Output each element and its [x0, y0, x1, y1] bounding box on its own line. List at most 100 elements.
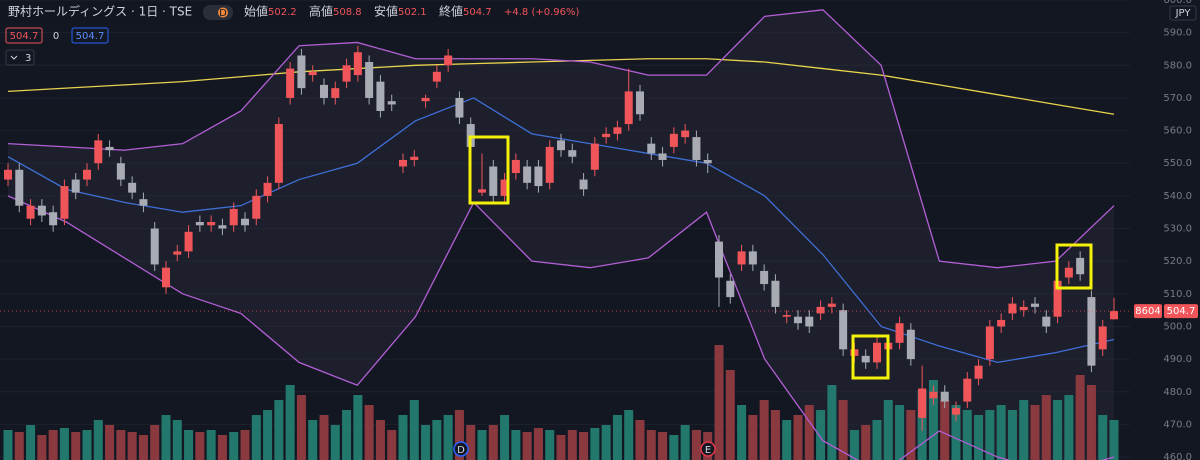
- candle-body: [500, 179, 509, 196]
- candle-body: [128, 182, 137, 193]
- ohlc-label: 終値: [439, 4, 463, 19]
- candle-body: [455, 97, 464, 118]
- volume-bar: [37, 435, 47, 460]
- volume-bar: [1109, 420, 1119, 460]
- volume-bar: [105, 425, 115, 460]
- volume-bar: [71, 432, 81, 460]
- volume-bar: [624, 410, 634, 460]
- candle-body: [342, 65, 351, 82]
- indicator-line: [7, 58, 1115, 115]
- volume-bar: [782, 420, 792, 460]
- candle-body: [873, 342, 881, 363]
- symbol-label: 8604: [1135, 306, 1160, 317]
- candle-body: [895, 323, 904, 343]
- volume-bar: [1041, 395, 1051, 460]
- candle-body: [523, 166, 532, 183]
- volume-bar: [895, 405, 905, 460]
- volume-bar: [454, 410, 464, 460]
- volume-bar: [601, 425, 611, 460]
- price-axis: 600.0 590.0 580.0 570.0 560.0 550.0 540.0 530.0…: [1130, 0, 1200, 460]
- volume-bar: [127, 432, 137, 460]
- event-marker: [700, 441, 716, 457]
- candle-body: [15, 169, 24, 206]
- volume-bar: [387, 430, 397, 460]
- volume-bar: [353, 395, 363, 460]
- badge-dot: [218, 7, 228, 18]
- candle-body: [297, 55, 306, 89]
- volume-bar: [319, 415, 329, 460]
- volume-bar: [658, 432, 668, 460]
- candle-body: [286, 68, 295, 98]
- candle-body: [26, 205, 35, 219]
- volume-bar: [59, 428, 69, 460]
- volume-bar: [759, 400, 769, 460]
- header-bg: [2, 2, 522, 22]
- volume-bar: [1030, 405, 1040, 460]
- y-tick-label: 540.0: [1163, 191, 1192, 202]
- volume-bar: [432, 420, 442, 460]
- candle-body: [861, 355, 870, 363]
- volume-bar: [1086, 385, 1096, 460]
- candle-body: [534, 166, 543, 187]
- volume-bar: [725, 370, 735, 460]
- candle-body: [827, 303, 836, 307]
- candle-body: [1019, 306, 1028, 311]
- candle-body: [37, 205, 46, 216]
- candle-body: [421, 97, 430, 102]
- candle-body: [624, 91, 633, 125]
- event-label: E: [705, 445, 711, 456]
- highlights: [468, 135, 1093, 380]
- legend-header: 野村ホールディングス · 1日 · TSE D 始値 502.2 高値 508.8 安値…: [2, 2, 580, 66]
- band-fill: [8, 9, 1114, 460]
- candle-body: [985, 326, 994, 360]
- candle-body: [1098, 326, 1107, 350]
- volume-bar: [116, 430, 126, 460]
- candle-body: [636, 91, 644, 115]
- candle-body: [489, 166, 498, 196]
- candle-body: [83, 169, 91, 180]
- y-tick-label: 530.0: [1163, 224, 1192, 235]
- volume-bar: [680, 425, 690, 460]
- volume-bar: [906, 410, 916, 460]
- volume-bar: [579, 432, 589, 460]
- candle-body: [737, 251, 746, 265]
- event-label: D: [457, 445, 465, 456]
- volume-bar: [838, 400, 848, 460]
- volume-bar: [883, 400, 893, 460]
- candle-body: [658, 153, 667, 160]
- volume-bar: [951, 405, 961, 460]
- volume-bar: [567, 430, 577, 460]
- axis-bg: [1130, 0, 1200, 460]
- y-tick-label: 580.0: [1163, 60, 1192, 71]
- volume-bar: [849, 430, 859, 460]
- candle-body: [150, 228, 159, 265]
- candle-body: [940, 391, 949, 402]
- ohlc-label: 高値: [309, 4, 333, 19]
- y-tick-label: 600.0: [1163, 0, 1192, 6]
- candle-body: [974, 365, 983, 379]
- volume-bar: [263, 410, 273, 460]
- volume-bar: [500, 415, 510, 460]
- volume-bar: [398, 415, 408, 460]
- symbol-tag: [1134, 304, 1162, 319]
- change: +4.8 (+0.96%): [504, 7, 580, 18]
- volume-bar: [1019, 400, 1029, 460]
- candle-body: [376, 81, 385, 112]
- candle-body: [94, 140, 103, 164]
- candle-body: [963, 378, 972, 402]
- y-tick-label: 590.0: [1163, 28, 1192, 39]
- volume-bar: [962, 410, 972, 460]
- indicator-toggle[interactable]: [5, 49, 35, 66]
- y-tick-label: 560.0: [1163, 126, 1192, 137]
- volume-bar: [138, 435, 148, 460]
- candle-body: [173, 251, 182, 255]
- candle-body: [207, 222, 216, 226]
- candle-body: [771, 280, 780, 307]
- volume-bar: [240, 430, 250, 460]
- y-tick-label: 550.0: [1163, 158, 1192, 169]
- candle-body: [331, 88, 340, 98]
- ohlc-value: 502.2: [268, 7, 297, 18]
- price-box: [71, 27, 109, 44]
- candle-body: [647, 143, 656, 154]
- candle-body: [782, 315, 791, 317]
